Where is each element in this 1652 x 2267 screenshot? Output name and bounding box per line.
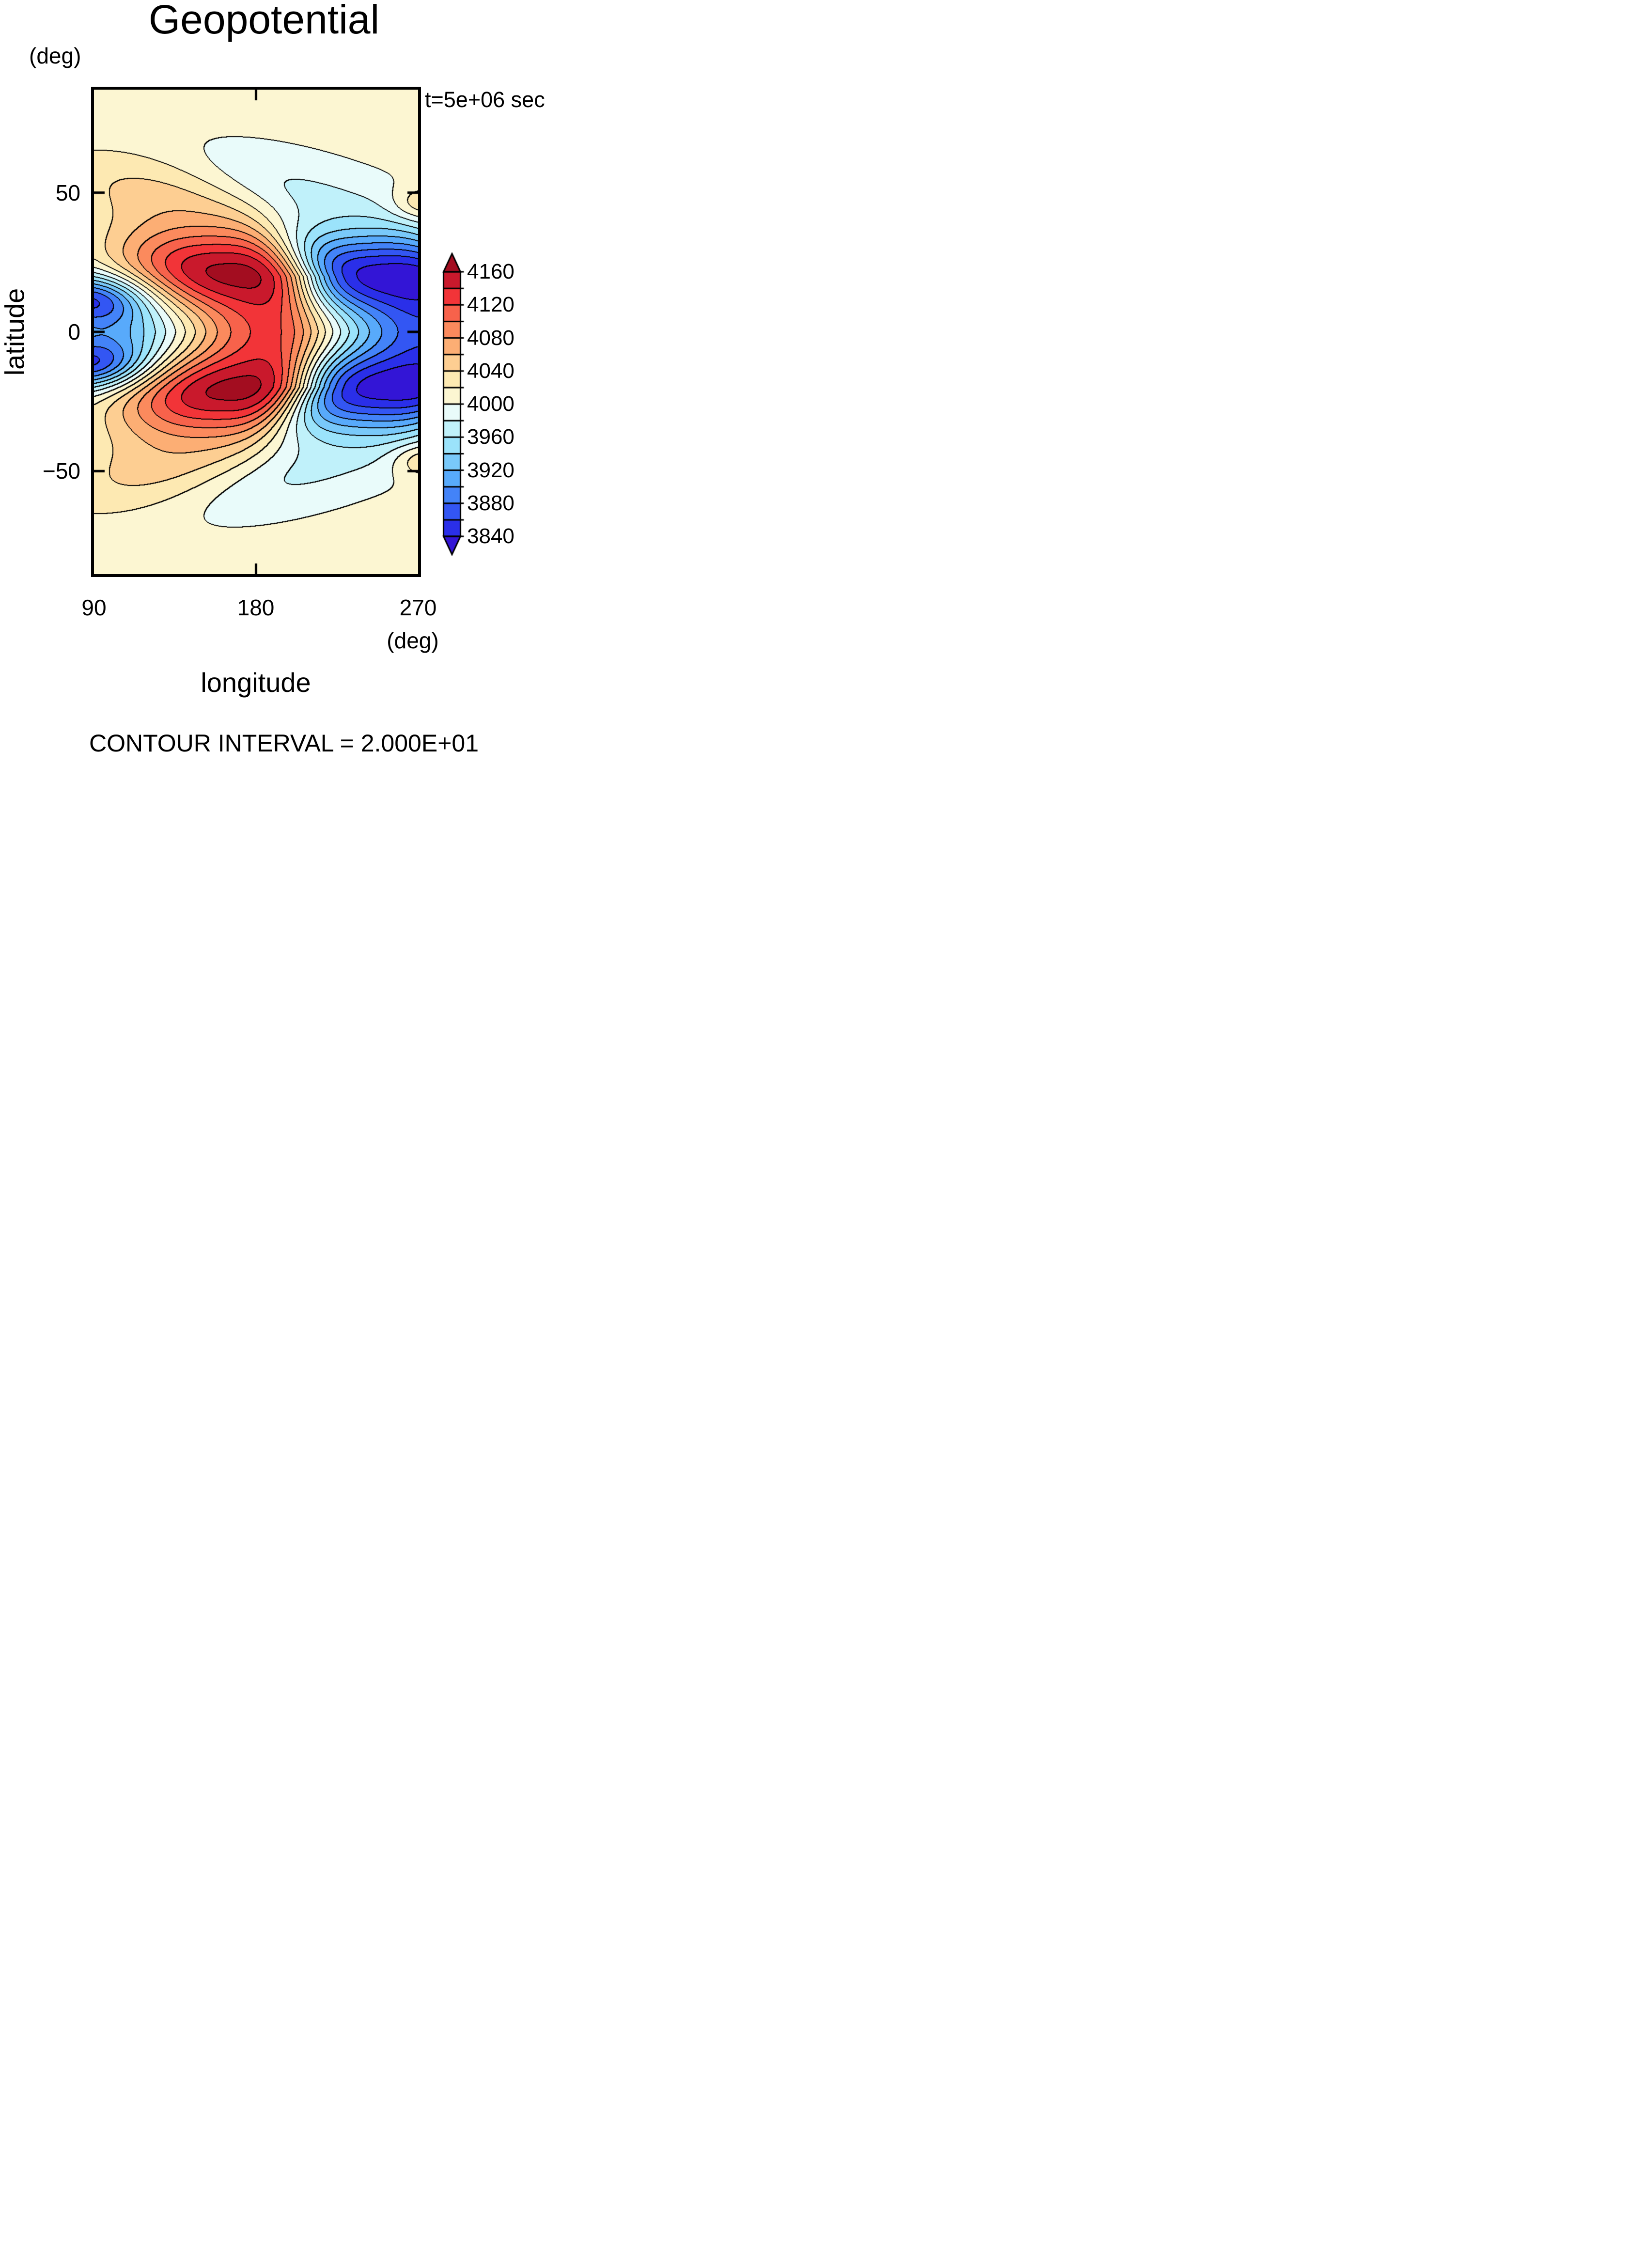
colorbar [442, 252, 465, 556]
contour-field-canvas [94, 90, 418, 574]
plot-title: Geopotential [148, 0, 380, 42]
y-tick-label-0: 0 [68, 319, 80, 344]
colorbar-tick-label: 3920 [467, 458, 514, 482]
x-tick-label-270: 270 [399, 595, 437, 620]
contour-interval-label: CONTOUR INTERVAL = 2.000E+01 [89, 730, 479, 756]
colorbar-tick-label: 4040 [467, 359, 514, 383]
x-axis-unit-label: (deg) [387, 628, 439, 653]
colorbar-tick-label: 4120 [467, 293, 514, 317]
time-annotation: t=5e+06 sec [425, 87, 545, 112]
x-tick-label-90: 90 [81, 595, 107, 620]
figure-page: Geopotential (deg) t=5e+06 sec 50 0 −50 … [0, 0, 551, 756]
y-axis-title: latitude [0, 288, 30, 376]
colorbar-tick-label: 3840 [467, 524, 514, 548]
y-axis-unit-label: (deg) [29, 43, 81, 68]
colorbar-tick-label: 4080 [467, 326, 514, 350]
colorbar-tick-label: 3960 [467, 425, 514, 449]
x-tick-label-180: 180 [237, 595, 275, 620]
y-tick-label-50: 50 [55, 180, 80, 205]
plot-frame [91, 87, 421, 577]
colorbar-tick-label: 3880 [467, 491, 514, 515]
colorbar-tick-label: 4000 [467, 392, 514, 416]
colorbar-tick-label: 4160 [467, 260, 514, 283]
y-tick-label-neg50: −50 [42, 458, 80, 484]
x-axis-title: longitude [201, 667, 311, 698]
